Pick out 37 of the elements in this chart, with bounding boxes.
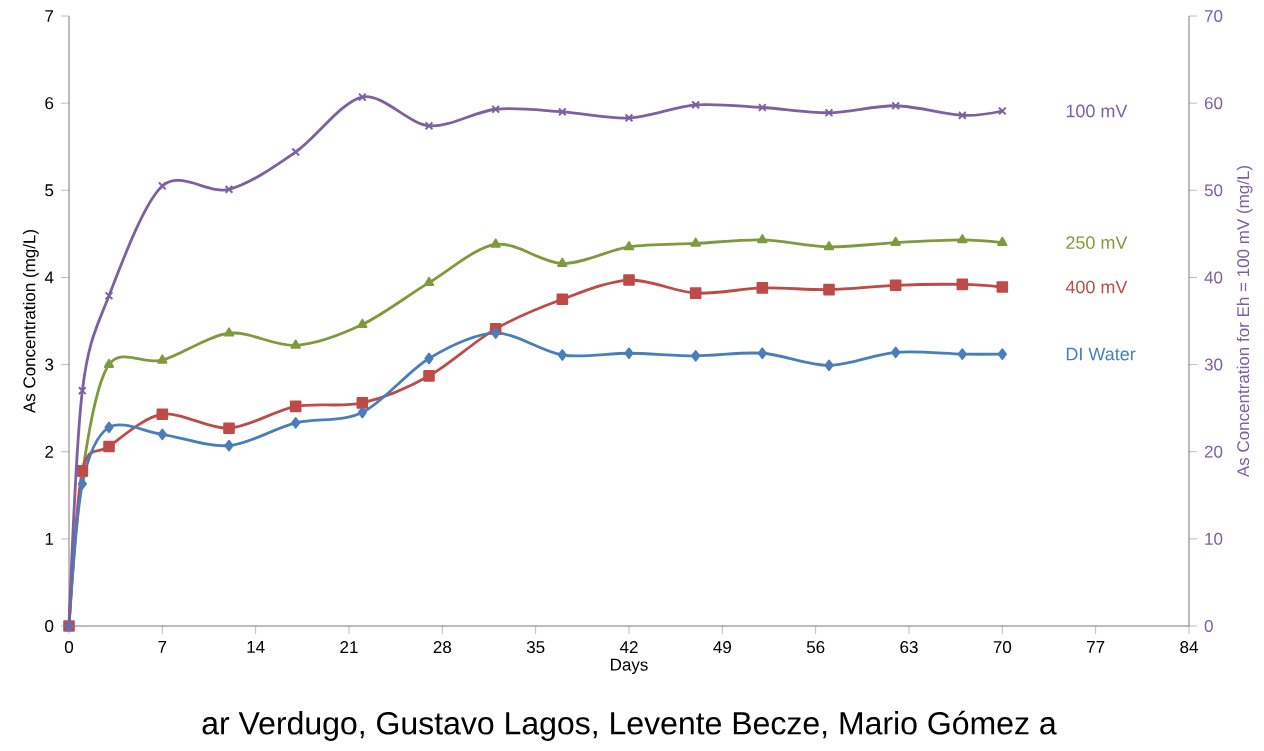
x-tick-label: 28 bbox=[433, 641, 452, 654]
text: 100 mV bbox=[1066, 104, 1128, 118]
y2-tick-label: 20 bbox=[1204, 445, 1223, 458]
y-tick-label: 5 bbox=[45, 184, 54, 197]
x-axis-title: Days bbox=[611, 658, 648, 675]
x-tick-label: 21 bbox=[340, 641, 358, 653]
text: 400 mV bbox=[1065, 280, 1128, 294]
x-tick-label: 35 bbox=[526, 641, 545, 654]
x-tick-label: 84 bbox=[1180, 641, 1198, 654]
x-tick-label: 49 bbox=[713, 641, 731, 654]
y2-tick-label: 0 bbox=[1204, 620, 1213, 633]
y2-axis-title: As Concentration for Eh = 100 mV (mg/L) bbox=[1236, 165, 1253, 478]
y-tick-label: 6 bbox=[45, 97, 54, 110]
y-tick-label: 7 bbox=[45, 10, 54, 22]
y-tick-label: 2 bbox=[45, 445, 54, 458]
y2-tick-label: 40 bbox=[1204, 271, 1223, 284]
y-axis-title: As Concentration (mg/L) bbox=[22, 229, 39, 414]
y2-tick-label: 10 bbox=[1205, 532, 1223, 545]
y2-tick-label: 50 bbox=[1204, 184, 1223, 197]
y2-tick-label: 70 bbox=[1204, 10, 1223, 23]
y2-tick-label: 60 bbox=[1204, 97, 1223, 110]
x-tick-label: 77 bbox=[1087, 641, 1105, 653]
text: 250 mV bbox=[1066, 236, 1128, 249]
y2-tick-label: 30 bbox=[1204, 358, 1223, 371]
text: ar Verdugo, Gustavo Lagos, Levente Becze, Mario Gómez a bbox=[202, 710, 1057, 741]
text: DI Water bbox=[1066, 347, 1136, 361]
y-tick-label: 0 bbox=[45, 620, 54, 633]
x-tick-label: 70 bbox=[993, 641, 1012, 654]
x-tick-label: 0 bbox=[64, 641, 74, 654]
x-tick-label: 7 bbox=[158, 641, 167, 653]
y-tick-label: 1 bbox=[45, 533, 54, 545]
y-tick-label: 4 bbox=[44, 271, 54, 284]
y-tick-label: 3 bbox=[45, 358, 54, 371]
x-tick-label: 56 bbox=[806, 641, 825, 654]
x-tick-label: 42 bbox=[619, 641, 638, 653]
x-tick-label: 63 bbox=[900, 641, 918, 654]
x-tick-label: 14 bbox=[247, 641, 265, 653]
